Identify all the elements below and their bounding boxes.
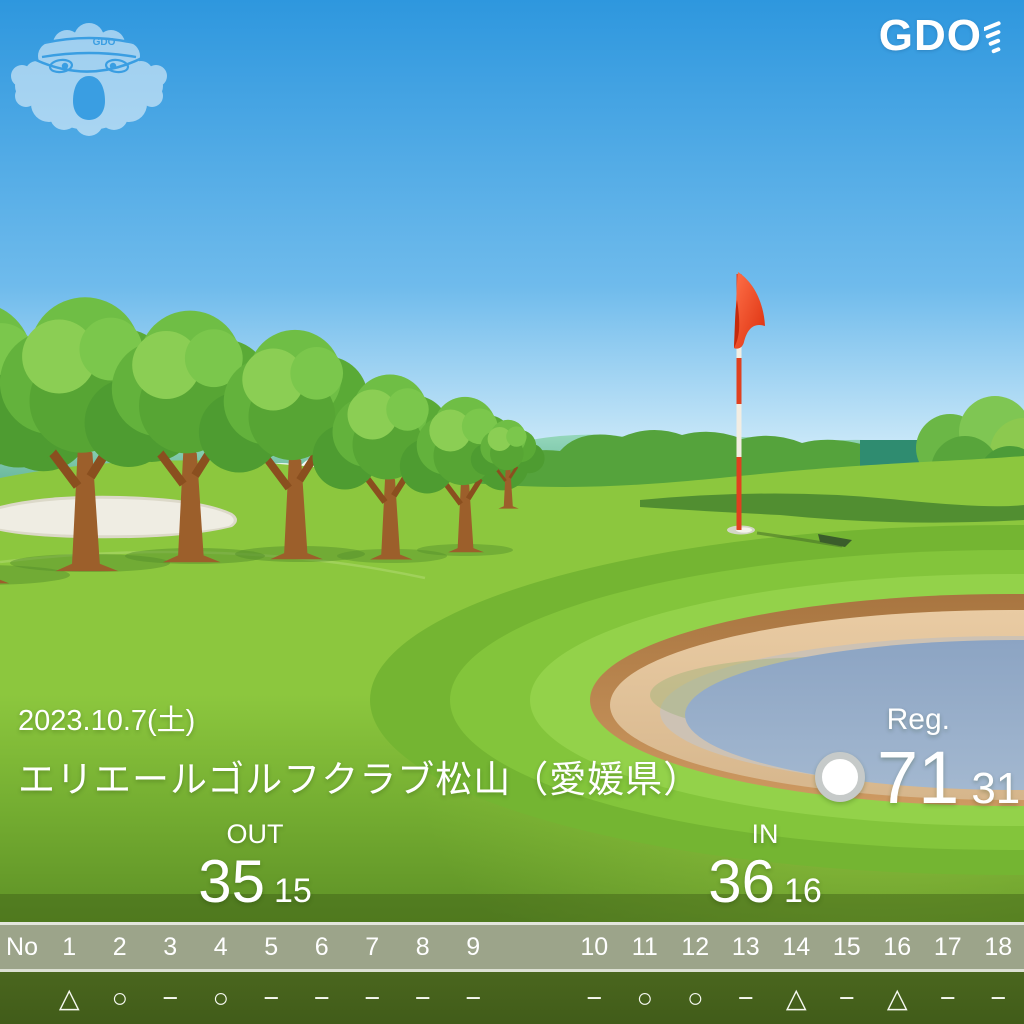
total-putts: 31 [971,764,1021,813]
hole-number-cell: 15 [832,932,861,961]
hole-number-cell: 12 [681,932,710,961]
hole-number-cell: 7 [365,932,380,961]
gdo-logo: GDO [879,14,1010,60]
gdo-shine-icon [984,21,1001,54]
hole-number-cell: 9 [466,932,481,961]
hole-score-mark: − [838,982,855,1013]
course-name: エリエールゴルフクラブ松山（愛媛県） [18,759,702,800]
table-top-shade [0,894,1024,922]
hole-number-cell: 16 [883,932,912,961]
hole-number-cell: 3 [163,932,178,961]
hole-number-cell: 1 [62,932,77,961]
in-putts: 16 [783,872,822,911]
hole-score-mark: − [939,982,956,1013]
flagstick [727,272,852,548]
hole-score-mark: ○ [687,982,704,1013]
hole-number-cell: 14 [782,932,811,961]
hole-score-mark: − [586,982,603,1013]
gdo-logo-text: GDO [878,11,982,60]
hole-score-mark: − [414,982,431,1013]
hole-score-mark: − [263,982,280,1013]
golf-ball-icon [815,752,865,802]
hole-number-cell: 2 [112,932,127,961]
hole-score-mark: ○ [636,982,653,1013]
trees [0,297,547,585]
hole-number-cell: 13 [731,932,760,961]
in-score: 36 [708,848,775,916]
green-and-pond [370,525,1024,875]
hole-score-mark: △ [58,982,80,1013]
hole-score-mark: − [162,982,179,1013]
round-date: 2023.10.7(土) [18,705,196,737]
hole-score-mark: − [990,982,1007,1013]
out-label: OUT [226,819,284,849]
back-score-marks: − ○ ○ − △ − △ − − [569,983,1024,1014]
hole-number-cell: 10 [580,932,609,961]
out-score: 35 [198,848,265,916]
mascot-face-details: GDO [35,36,143,120]
score-mark-row: △ ○ − ○ − − − − − − ○ ○ − △ − △ − − [0,972,1024,1024]
front-score-marks: △ ○ − ○ − − − − − [44,983,499,1014]
out-putts: 15 [273,872,312,911]
hole-score-mark: △ [785,982,807,1013]
hole-number-cell: 11 [631,932,658,961]
hole-score-mark: △ [886,982,908,1013]
hole-score-mark: − [465,982,482,1013]
tee-label: Reg. [886,703,950,736]
hole-number-cell: 6 [314,932,329,961]
hole-score-mark: ○ [111,982,128,1013]
koala-mascot-icon: GDO [11,23,167,136]
hole-score-mark: ○ [212,982,229,1013]
in-score-group: IN 36 16 [640,818,890,912]
in-label: IN [751,819,779,849]
out-score-group: OUT 35 15 [130,818,380,912]
front-hole-numbers: 1 2 3 4 5 6 7 8 9 [44,933,499,962]
total-score-group: 71 31 [877,741,1020,815]
hole-number-cell: 18 [984,932,1013,961]
hole-score-mark: − [313,982,330,1013]
hole-number-cell: 17 [933,932,962,961]
back-hole-numbers: 10 11 12 13 14 15 16 17 18 [569,933,1024,962]
mascot-visor-text: GDO [93,37,116,48]
left-bunker [0,495,237,539]
hole-number-cell: 4 [213,932,228,961]
hole-score-mark: − [364,982,381,1013]
hole-number-cell: 5 [264,932,279,961]
hole-score-mark: − [737,982,754,1013]
bush-shadow [640,493,1024,523]
total-score: 71 [877,736,960,819]
hole-number-cell: 8 [415,932,430,961]
hole-no-header: No [6,932,38,961]
